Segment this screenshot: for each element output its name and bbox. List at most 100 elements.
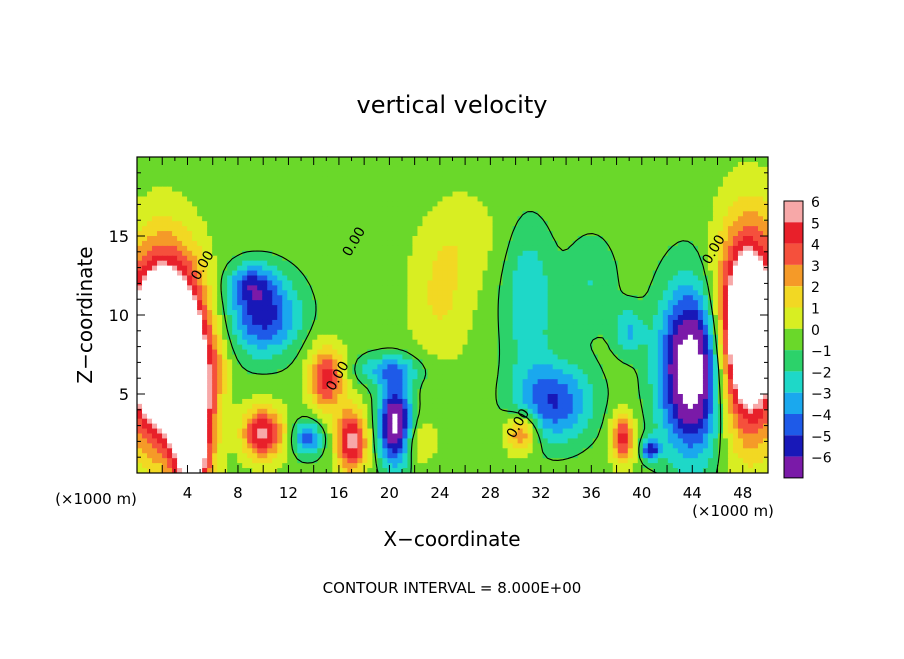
field-cell	[212, 260, 218, 267]
field-cell	[717, 216, 724, 222]
field-cell	[432, 206, 439, 212]
field-cell	[172, 240, 178, 247]
field-cell	[292, 240, 298, 247]
field-cell	[482, 226, 489, 232]
field-cell	[647, 191, 654, 198]
field-cell	[487, 191, 494, 198]
field-cell	[342, 240, 348, 247]
field-cell	[482, 339, 489, 346]
field-cell	[322, 265, 328, 272]
field-cell	[342, 339, 348, 346]
field-cell	[582, 171, 589, 178]
field-cell	[212, 319, 218, 326]
field-cell	[557, 186, 564, 193]
field-cell	[267, 176, 273, 183]
field-cell	[172, 280, 178, 286]
field-cell	[177, 240, 183, 247]
field-cell	[647, 161, 654, 168]
field-cell	[152, 300, 158, 306]
field-cell	[652, 280, 659, 286]
field-cell	[357, 166, 363, 173]
field-cell	[757, 285, 764, 291]
field-cell	[192, 206, 198, 212]
field-cell	[702, 176, 709, 183]
field-cell	[272, 334, 278, 341]
field-cell	[457, 245, 464, 252]
field-cell	[157, 206, 163, 212]
field-cell	[452, 339, 459, 346]
field-cell	[432, 211, 439, 217]
field-cell	[192, 275, 198, 282]
field-cell	[552, 280, 559, 286]
field-cell	[722, 171, 729, 178]
field-cell	[527, 216, 534, 222]
field-cell	[467, 196, 474, 203]
field-cell	[392, 171, 399, 178]
field-cell	[157, 161, 163, 168]
field-cell	[397, 245, 404, 252]
field-cell	[542, 206, 549, 212]
field-cell	[592, 171, 599, 178]
field-cell	[697, 176, 704, 183]
field-cell	[542, 265, 549, 272]
field-cell	[377, 250, 383, 257]
field-cell	[322, 329, 328, 336]
field-cell	[682, 315, 689, 321]
field-cell	[667, 201, 674, 207]
field-cell	[672, 231, 679, 237]
field-cell	[572, 319, 579, 326]
field-cell	[667, 295, 674, 301]
field-cell	[617, 226, 624, 232]
field-cell	[432, 191, 439, 198]
field-cell	[442, 329, 449, 336]
field-cell	[522, 324, 529, 331]
field-cell	[162, 250, 168, 257]
field-cell	[542, 260, 549, 267]
field-cell	[637, 319, 644, 326]
field-cell	[462, 226, 469, 232]
field-cell	[262, 181, 268, 188]
field-cell	[147, 211, 153, 217]
field-cell	[352, 236, 358, 242]
field-cell	[372, 240, 378, 247]
field-cell	[337, 295, 343, 301]
field-cell	[742, 157, 749, 163]
field-cell	[562, 236, 569, 242]
field-cell	[182, 250, 188, 257]
field-cell	[517, 211, 524, 217]
field-cell	[502, 315, 509, 321]
field-cell	[737, 285, 744, 291]
field-cell	[477, 166, 484, 173]
field-cell	[687, 310, 694, 316]
field-cell	[567, 186, 574, 193]
field-cell	[142, 240, 148, 247]
field-cell	[192, 240, 198, 247]
field-cell	[687, 255, 694, 262]
field-cell	[237, 329, 243, 336]
field-cell	[677, 181, 684, 188]
field-cell	[192, 300, 198, 306]
field-cell	[407, 344, 414, 351]
field-cell	[612, 255, 619, 262]
field-cell	[137, 206, 143, 212]
field-cell	[557, 181, 564, 188]
field-cell	[297, 245, 303, 252]
field-cell	[172, 171, 178, 178]
field-cell	[322, 280, 328, 286]
field-cell	[367, 221, 373, 227]
field-cell	[147, 339, 153, 346]
field-cell	[502, 176, 509, 183]
field-cell	[502, 191, 509, 198]
field-cell	[597, 275, 604, 282]
field-cell	[732, 270, 739, 277]
field-cell	[197, 339, 203, 346]
field-cell	[472, 240, 479, 247]
field-cell	[467, 191, 474, 198]
field-cell	[257, 166, 263, 173]
field-cell	[697, 157, 704, 163]
field-cell	[397, 226, 404, 232]
field-cell	[282, 339, 288, 346]
field-cell	[672, 310, 679, 316]
field-cell	[252, 265, 258, 272]
field-cell	[357, 226, 363, 232]
